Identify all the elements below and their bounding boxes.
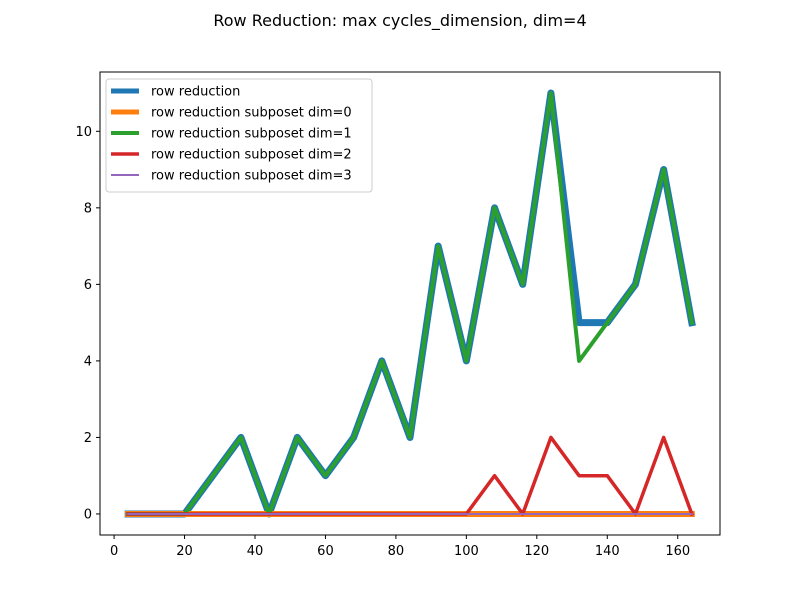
series-line-2: [126, 91, 695, 516]
legend: row reduction row reduction subposet dim=…: [105, 78, 373, 193]
legend-label-1: row reduction subposet dim=0: [151, 106, 352, 121]
y-tick-label: 8: [84, 201, 92, 216]
y-tick-label: 6: [84, 278, 92, 293]
legend-label-4: row reduction subposet dim=3: [151, 169, 352, 184]
y-axis: 0 2 4 6 8 10: [75, 125, 100, 522]
x-axis: 0 20 40 60 80 100 120 140 160: [110, 535, 690, 559]
chart-title: Row Reduction: max cycles_dimension, dim…: [213, 11, 586, 31]
x-tick-label: 0: [110, 544, 118, 559]
x-tick-label: 140: [595, 544, 620, 559]
legend-label-3: row reduction subposet dim=2: [151, 148, 352, 163]
y-tick-label: 2: [84, 431, 92, 446]
x-tick-label: 60: [317, 544, 334, 559]
y-tick-label: 4: [84, 354, 92, 369]
x-tick-label: 80: [388, 544, 405, 559]
x-tick-label: 100: [454, 544, 479, 559]
x-tick-label: 40: [247, 544, 264, 559]
x-tick-label: 160: [665, 544, 690, 559]
x-tick-label: 20: [176, 544, 193, 559]
legend-label-2: row reduction subposet dim=1: [151, 127, 352, 142]
legend-label-0: row reduction: [151, 85, 240, 100]
legend-box: [105, 78, 373, 193]
plot-frame: [99, 71, 721, 536]
x-tick-label: 120: [524, 544, 549, 559]
y-tick-label: 0: [84, 507, 92, 522]
y-tick-label: 10: [75, 125, 92, 140]
series-layer: [124, 89, 696, 518]
